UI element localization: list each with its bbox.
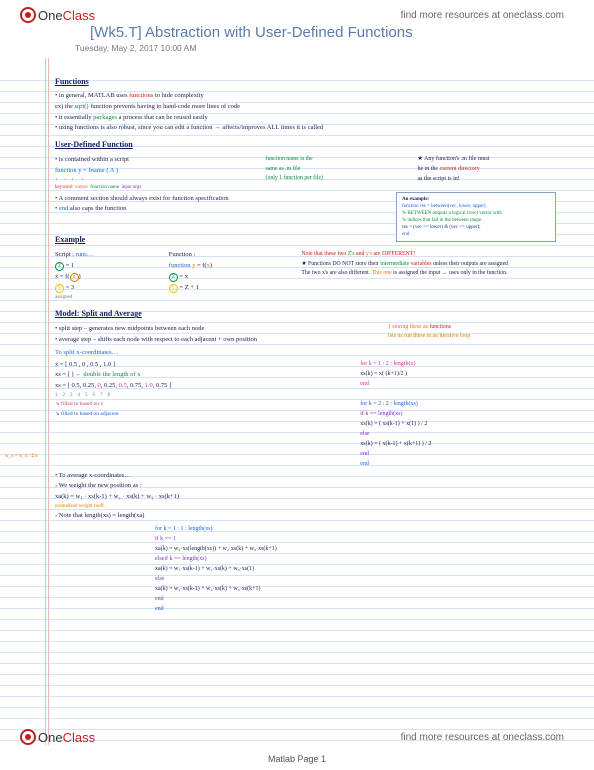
m-avg-h: • To average x-coordinates…: [55, 471, 564, 481]
m-wn: w_n = w_n / Σw: [5, 453, 38, 461]
find-more-link-bottom[interactable]: find more resources at oneclass.com: [401, 732, 594, 743]
page-footer: Matlab Page 1: [0, 754, 594, 764]
logo-text-bottom: OneClass: [38, 730, 95, 745]
header-bottom: OneClass find more resources at oneclass…: [0, 726, 594, 748]
m-w1: › We weight the new position as :: [55, 481, 564, 491]
s1-b4: • using functions is also robust, since …: [55, 123, 564, 133]
udf-sig: function y = fname ( A ): [55, 166, 246, 176]
logo-one: One: [38, 8, 63, 23]
s2-b1: • is contained within a script: [55, 155, 246, 165]
s1-b2: ex) the sqrt() function prevents having …: [55, 102, 564, 112]
header-top: OneClass find more resources at oneclass…: [0, 4, 594, 26]
example-row: Script : runs… Z = 1 x = f(d) Y = 3 assi…: [55, 249, 564, 302]
udf-labels: ↑ ↑ ↑ ↑ keyword output function name inp…: [55, 177, 246, 192]
logo: OneClass: [0, 7, 95, 23]
model-desc: • split step – generates new midpoints b…: [55, 323, 564, 346]
logo-text: OneClass: [38, 8, 95, 23]
udf-mid: function name is thesame as .m file(only…: [266, 154, 398, 184]
split-row: x = [ 0.5 , 0 , 0.5 , 1.0 ] xs = [ ] ← d…: [55, 359, 564, 470]
m-nlen: › Note that length(xs) = length(xa): [55, 511, 564, 521]
m-w3: normalized weight coeff.: [55, 503, 564, 511]
avg-loop: for k = 1 : 1 : length(xs) if k == 1 xa(…: [155, 525, 564, 614]
logo-bottom: OneClass: [0, 729, 95, 745]
margin-rule-2: [48, 58, 49, 745]
udf-star: ★ Any function's .m file must be in the …: [417, 154, 564, 185]
logo-icon: [20, 7, 36, 23]
logo-icon-bottom: [20, 729, 36, 745]
page-date: Tuesday, May 2, 2017 10:00 AM: [75, 43, 196, 53]
example-box: An example: function res = between(vec, …: [396, 192, 556, 242]
margin-rule-1: [45, 58, 46, 745]
logo-class: Class: [63, 8, 96, 23]
notes-body: Functions • in general, MATLAB uses func…: [55, 70, 564, 615]
page: { "brand": { "one": "One", "class": "Cla…: [0, 0, 594, 770]
h-udf: User-Defined Function: [55, 139, 564, 151]
udf-row: • is contained within a script function …: [55, 154, 564, 193]
s1-b3: • it essentially packages a process that…: [55, 113, 564, 123]
page-title: [Wk5.T] Abstraction with User-Defined Fu…: [90, 24, 413, 41]
m-w2: xa(k) = w₁ · xs(k-1) + w₂ · xs(k) + w₃ ·…: [55, 492, 564, 502]
h-functions: Functions: [55, 76, 564, 88]
s1-b1: • in general, MATLAB uses functions to h…: [55, 91, 564, 101]
h-model: Model: Split and Average: [55, 308, 564, 320]
m-split-h: To split x-coordinates…: [55, 348, 564, 358]
find-more-link-top[interactable]: find more resources at oneclass.com: [401, 10, 594, 21]
